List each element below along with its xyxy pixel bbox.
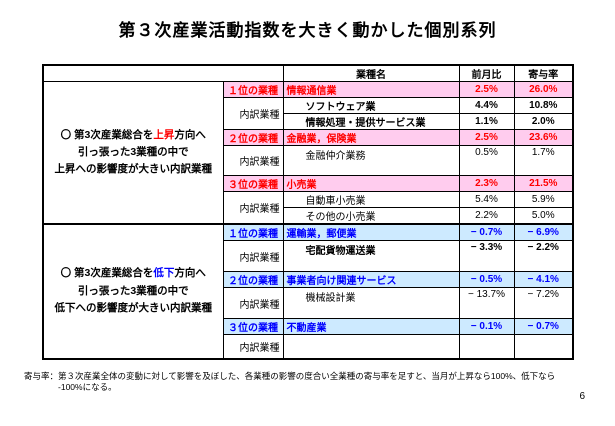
upper-rank3-breakdown-row-1: 内訳業種 自動車小売業 5.4% 5.9%	[43, 191, 574, 225]
mom-cell: − 0.7%	[458, 223, 515, 241]
breakdown-label-cell: 内訳業種	[222, 240, 284, 272]
upper-rank3-row: ３位の業種 小売業 2.3% 21.5%	[43, 175, 574, 192]
contribution-cell: − 4.1%	[513, 271, 574, 288]
lower-note-line2: 引っ張った3業種の中で	[77, 284, 189, 297]
contribution-cell: − 2.2%	[513, 240, 574, 272]
mom-cell: − 13.7%	[458, 287, 515, 319]
header-mom: 前月比	[458, 64, 515, 82]
breakdown-name-cell	[282, 334, 460, 359]
contribution-cell: − 7.2%	[513, 287, 574, 319]
breakdown-name-cell: 宅配貨物運送業	[282, 240, 460, 272]
contribution-cell: 1.7%	[513, 145, 574, 176]
contribution-cell: 23.6%	[513, 129, 574, 146]
lower-rank1-breakdown-row: 内訳業種 宅配貨物運送業 − 3.3% − 2.2%	[43, 240, 574, 272]
industry-name-cell: 事業者向け関連サービス	[282, 271, 460, 288]
breakdown-label-cell: 内訳業種	[222, 334, 284, 359]
rank-label-cell: ３位の業種	[222, 175, 284, 192]
industry-name-cell: 小売業	[282, 175, 460, 192]
industry-name-cell: 金融業，保険業	[282, 129, 460, 146]
breakdown-name-cell: 情報処理・提供サービス業	[282, 113, 460, 130]
rise-highlight: 上昇	[153, 128, 175, 141]
header-industry-name: 業種名	[282, 64, 460, 82]
contribution-cell: − 0.7%	[513, 318, 574, 335]
upper-rank1-row: 〇 第3次産業総合を上昇方向へ 引っ張った3業種の中で 上昇への影響度が大きい内…	[42, 81, 574, 225]
upper-rank3-breakdown-row-2: その他の小売業 2.2% 5.0%	[43, 207, 574, 225]
contribution-cell: 21.5%	[513, 175, 574, 192]
header-empty-cell	[42, 64, 284, 82]
mom-cell: 1.1%	[458, 113, 515, 130]
mom-cell: − 0.5%	[458, 271, 515, 288]
rank-label-cell: １位の業種	[222, 81, 284, 98]
breakdown-label-cell: 内訳業種	[222, 191, 284, 225]
contribution-cell: 26.0%	[513, 81, 574, 98]
mom-cell: 2.5%	[458, 81, 515, 98]
lower-rank2-row: ２位の業種 事業者向け関連サービス − 0.5% − 4.1%	[43, 271, 574, 288]
contribution-cell: 2.0%	[513, 113, 574, 130]
breakdown-label-cell: 内訳業種	[222, 145, 284, 176]
contribution-cell: 5.9%	[513, 191, 574, 208]
footnote-term: 寄与率：	[24, 371, 59, 381]
contribution-cell: 5.0%	[513, 207, 574, 225]
mom-cell: 2.3%	[458, 175, 515, 192]
mom-cell: 2.5%	[458, 129, 515, 146]
contribution-cell: − 6.9%	[513, 223, 574, 241]
footnote: 寄与率： 第３次産業全体の変動に対して影響を及ぼした、各業種の影響の度合い全業種…	[24, 371, 599, 394]
rank-label-cell: １位の業種	[222, 223, 284, 241]
breakdown-name-cell: ソフトウェア業	[282, 97, 460, 114]
lower-direction-note: 〇 第3次産業総合を低下方向へ 引っ張った3業種の中で 低下への影響度が大きい内…	[42, 223, 224, 359]
mom-cell: 4.4%	[458, 97, 515, 114]
table-header-row: 業種名 前月比 寄与率	[42, 64, 574, 82]
lower-rank3-breakdown-row: 内訳業種	[43, 334, 574, 359]
page-number: 6	[579, 391, 585, 402]
contribution-cell: 10.8%	[513, 97, 574, 114]
rank-label-cell: ２位の業種	[222, 271, 284, 288]
upper-note-line2: 引っ張った3業種の中で	[77, 145, 189, 158]
upper-note-line3: 上昇への影響度が大きい内訳業種	[54, 163, 213, 176]
mom-cell: 2.2%	[458, 207, 515, 225]
upper-direction-note: 〇 第3次産業総合を上昇方向へ 引っ張った3業種の中で 上昇への影響度が大きい内…	[42, 81, 224, 225]
breakdown-name-cell: その他の小売業	[282, 207, 460, 225]
mom-cell: 5.4%	[458, 191, 515, 208]
page-title: 第３次産業活動指数を大きく動かした個別系列	[118, 21, 497, 40]
upper-rank2-breakdown-row: 内訳業種 金融仲介業務 0.5% 1.7%	[43, 145, 574, 176]
industry-movers-table: 業種名 前月比 寄与率 〇 第3次産業総合を上昇方向へ 引っ張った3業種の中で …	[42, 64, 574, 360]
breakdown-label-cell: 内訳業種	[222, 287, 284, 319]
mom-cell: 0.5%	[458, 145, 515, 176]
breakdown-name-cell: 金融仲介業務	[282, 145, 460, 176]
industry-name-cell: 運輸業，郵便業	[282, 223, 460, 241]
upper-note-line1: 〇 第3次産業総合を上昇方向へ	[60, 128, 206, 141]
rank-label-cell: ３位の業種	[222, 318, 284, 335]
rank-label-cell: ２位の業種	[222, 129, 284, 146]
footnote-text: 第３次産業全体の変動に対して影響を及ぼした、各業種の影響の度合い全業種の寄与率を…	[58, 371, 556, 393]
breakdown-name-cell: 機械設計業	[282, 287, 460, 319]
mom-cell: − 3.3%	[458, 240, 515, 272]
header-contribution: 寄与率	[513, 64, 574, 82]
mom-cell	[458, 334, 515, 359]
industry-name-cell: 不動産業	[282, 318, 460, 335]
upper-rank1-breakdown-row-2: 情報処理・提供サービス業 1.1% 2.0%	[43, 113, 574, 130]
lower-note-line1: 〇 第3次産業総合を低下方向へ	[60, 267, 206, 280]
mom-cell: − 0.1%	[458, 318, 515, 335]
breakdown-name-cell: 自動車小売業	[282, 191, 460, 208]
contribution-cell	[513, 334, 574, 359]
lower-rank1-row: 〇 第3次産業総合を低下方向へ 引っ張った3業種の中で 低下への影響度が大きい内…	[42, 223, 574, 359]
breakdown-label-cell: 内訳業種	[222, 97, 284, 130]
lower-note-line3: 低下への影響度が大きい内訳業種	[54, 301, 213, 314]
decline-highlight: 低下	[153, 267, 175, 280]
upper-rank2-row: ２位の業種 金融業，保険業 2.5% 23.6%	[43, 129, 574, 146]
industry-name-cell: 情報通信業	[282, 81, 460, 98]
